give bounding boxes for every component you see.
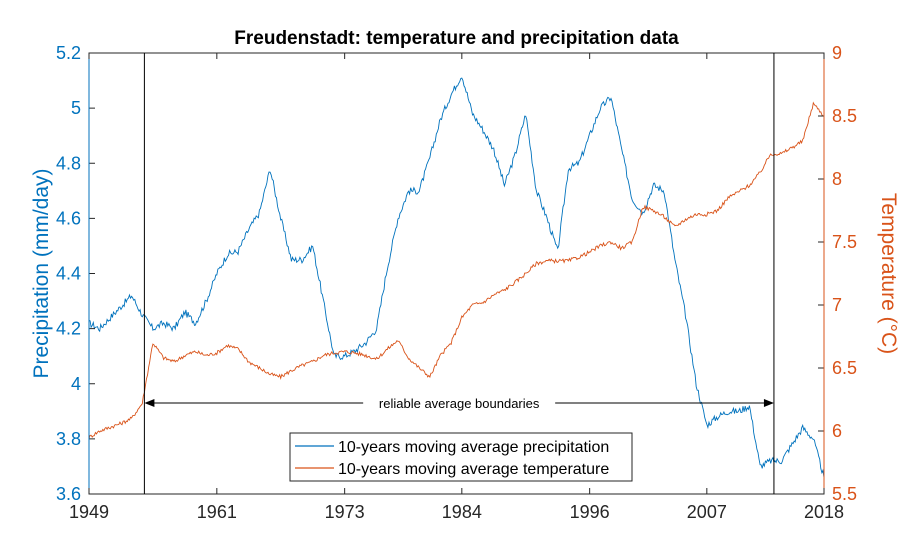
left-axis-label: Precipitation (mm/day) <box>30 168 53 378</box>
left-tick-label: 4.6 <box>56 208 81 228</box>
left-tick-label: 3.8 <box>56 429 81 449</box>
plot-frame <box>88 52 825 495</box>
right-tick-label: 9 <box>832 43 842 63</box>
x-tick-label: 1984 <box>442 502 482 522</box>
left-tick-label: 5 <box>71 98 81 118</box>
series-layer <box>88 77 825 478</box>
right-tick-label: 6 <box>832 421 842 441</box>
right-tick-label: 5.5 <box>832 484 857 504</box>
legend-entry-precipitation: 10-years moving average precipitation <box>338 439 609 456</box>
right-axis-label: Temperature (°C) <box>877 193 900 354</box>
x-tick-label: 1961 <box>197 502 237 522</box>
series-line-temperature <box>88 101 825 439</box>
series-line-precipitation <box>88 77 825 478</box>
annotation-label-box <box>363 393 556 414</box>
legend-box <box>289 432 633 482</box>
legend-entry-temperature: 10-years moving average temperature <box>338 461 609 478</box>
annotation-label: reliable average boundaries <box>379 396 540 411</box>
x-tick-label: 1973 <box>325 502 365 522</box>
x-tick-label: 2018 <box>804 502 844 522</box>
right-tick-label: 7 <box>832 295 842 315</box>
right-tick-label: 7.5 <box>832 232 857 252</box>
right-tick-label: 6.5 <box>832 358 857 378</box>
x-tick-label: 1949 <box>69 502 109 522</box>
left-tick-label: 4.2 <box>56 319 81 339</box>
annotation: reliable average boundaries <box>144 393 774 414</box>
left-tick-label: 4.8 <box>56 153 81 173</box>
left-tick-label: 5.2 <box>56 43 81 63</box>
x-tick-label: 2007 <box>687 502 727 522</box>
legend: 10-years moving average precipitation 10… <box>289 432 633 482</box>
left-tick-label: 4.4 <box>56 264 81 284</box>
left-axis: 3.6 3.8 4 4.2 4.4 4.6 4.8 5 5.2 <box>56 43 95 504</box>
left-tick-label: 4 <box>71 374 81 394</box>
x-tick-label: 1996 <box>570 502 610 522</box>
right-tick-label: 8 <box>832 169 842 189</box>
arrow-head-right <box>763 399 774 408</box>
chart-title: Freudenstadt: temperature and precipitat… <box>234 28 679 49</box>
right-tick-label: 8.5 <box>832 106 857 126</box>
x-axis: 1949 1961 1973 1984 1996 2007 2018 <box>69 53 844 522</box>
reliability-lines <box>143 53 775 494</box>
arrow-head-left <box>144 399 155 408</box>
right-axis: 5.5 6 6.5 7 7.5 8 8.5 9 <box>818 43 857 504</box>
left-tick-label: 3.6 <box>56 484 81 504</box>
